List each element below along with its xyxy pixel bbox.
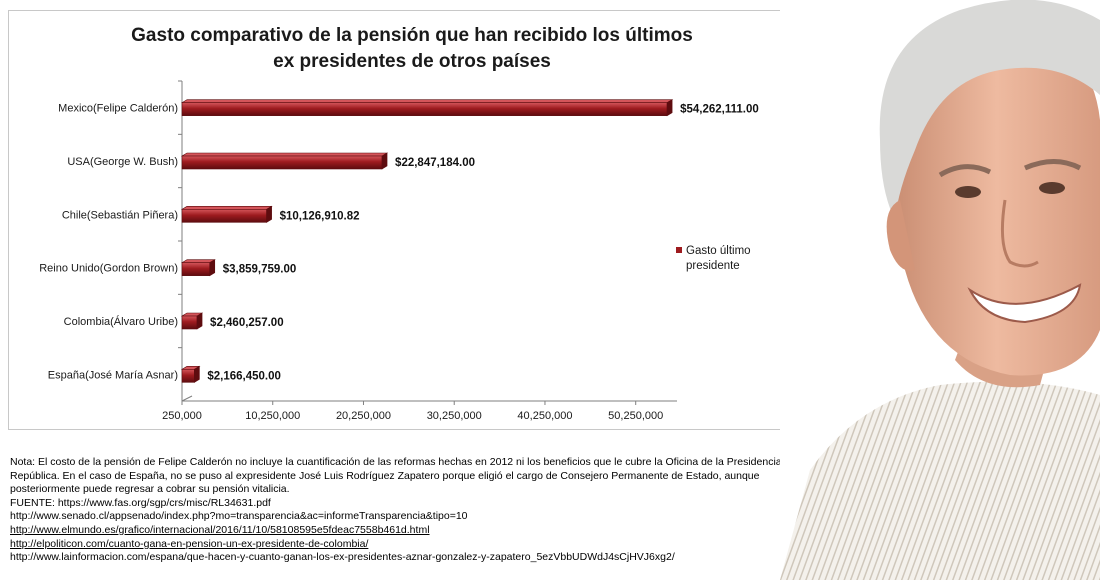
bar-end-3 [209, 259, 216, 277]
value-label-2: $10,126,910.82 [280, 210, 360, 222]
bar-3 [181, 262, 211, 276]
smile [967, 283, 1082, 324]
source-fuente: FUENTE: https://www.fas.org/sgp/crs/misc… [10, 496, 271, 509]
bar-top-0 [180, 99, 674, 103]
notes-section: Nota: El costo de la pensión de Felipe C… [10, 456, 810, 565]
nose [1000, 199, 1039, 268]
bar-top-1 [180, 152, 389, 157]
axis-depth [181, 395, 193, 402]
bar-top-3 [180, 259, 216, 263]
category-label-2: Chile(Sebastián Piñera) [62, 209, 178, 221]
bar-top-2 [180, 206, 273, 210]
bar-end-0 [666, 99, 673, 117]
x-tick-label-1: 10,250,000 [245, 410, 300, 422]
bar-0 [181, 102, 668, 116]
category-label-3: Reino Unido(Gordon Brown) [39, 263, 178, 275]
source-link-senado[interactable]: http://www.senado.cl/appsenado/index.php… [10, 510, 468, 523]
bar-end-2 [266, 205, 272, 223]
value-label-0: $54,262,111.00 [680, 104, 759, 116]
source-link-lainformacion[interactable]: http://www.lainformacion.com/espana/que-… [10, 551, 675, 564]
category-label-1: USA(George W. Bush) [67, 156, 178, 168]
x-tick-label-5: 50,250,000 [608, 410, 663, 422]
legend-label-line-1: Gasto último [686, 245, 751, 257]
bar-4 [181, 315, 198, 330]
hair [879, 0, 1100, 220]
value-label-3: $3,859,759.00 [223, 264, 297, 276]
value-label-4: $2,460,257.00 [210, 317, 284, 329]
face [892, 30, 1100, 376]
bar-chart: Gasto comparativo de la pensión que han … [39, 25, 759, 422]
category-label-0: Mexico(Felipe Calderón) [58, 103, 178, 115]
bar-1 [181, 155, 383, 170]
x-tick-label-2: 20,250,000 [336, 410, 391, 422]
right-eye [1039, 182, 1065, 194]
bar-5 [181, 369, 195, 383]
x-tick-label-3: 30,250,000 [427, 410, 482, 422]
bar-end-4 [196, 312, 203, 330]
x-tick-label-4: 40,250,000 [517, 410, 572, 422]
shirt [780, 381, 1100, 580]
x-tick-label-0: 250,000 [162, 410, 202, 422]
note-text: Nota: El costo de la pensión de Felipe C… [10, 456, 808, 496]
category-label-5: España(José María Asnar) [48, 369, 178, 381]
chart-frame: Gasto comparativo de la pensión que han … [8, 10, 814, 430]
value-label-5: $2,166,450.00 [207, 370, 281, 382]
left-eye [955, 186, 981, 198]
bar-2 [181, 209, 267, 223]
source-link-elmundo[interactable]: http://www.elmundo.es/grafico/internacio… [10, 523, 430, 536]
bar-end-5 [194, 365, 200, 383]
bar-end-1 [381, 152, 388, 170]
source-link-elpoliticon[interactable]: http://elpoliticon.com/cuanto-gana-en-pe… [10, 537, 369, 550]
chart-title-line-1: Gasto comparativo de la pensión que han … [131, 25, 693, 46]
portrait-photo [780, 0, 1100, 580]
category-label-4: Colombia(Álvaro Uribe) [64, 315, 178, 328]
legend-swatch [676, 247, 682, 253]
chart-title-line-2: ex presidentes de otros países [273, 51, 551, 72]
value-label-1: $22,847,184.00 [395, 157, 475, 169]
legend-label-line-2: presidente [686, 260, 740, 272]
ear [886, 200, 915, 271]
